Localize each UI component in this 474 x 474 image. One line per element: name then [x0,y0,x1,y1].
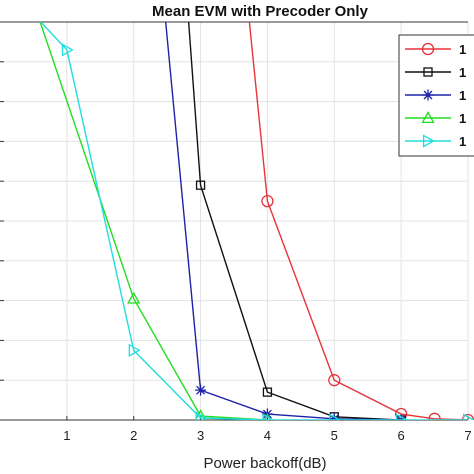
data-point [328,374,341,387]
data-point [428,412,441,420]
chart-title: Mean EVM with Precoder Only [152,3,369,20]
grid-lines [0,22,469,420]
series-line [39,22,268,420]
legend-entry: 1 [405,88,466,103]
legend: 1 1 1 1 1 [398,34,474,157]
x-tick-label: 7 [464,428,471,443]
data-point [421,42,435,56]
series-layer [39,22,474,420]
data-point [329,413,342,420]
data-point [396,413,408,420]
data-point [262,387,273,397]
legend-entry: 1 [405,42,466,57]
series-2 [187,22,406,420]
series-4 [39,22,272,420]
x-axis-label: Power backoff(dB) [203,455,326,472]
legend-entry: 1 [405,65,466,80]
series-line [164,22,402,420]
data-point [462,413,474,420]
data-point [195,384,207,396]
data-point [261,194,274,208]
x-tick-label: 3 [197,428,204,443]
legend-label: 1 [459,88,466,103]
legend-label: 1 [459,42,466,57]
data-point [421,111,435,124]
legend-label: 1 [459,111,466,126]
x-tick-label: 6 [398,428,405,443]
series-line [187,22,402,420]
x-tick-labels: 1 2 3 4 5 6 7 [63,428,471,443]
data-point [422,89,434,101]
legend-label: 1 [459,65,466,80]
x-tick-label: 4 [264,428,271,443]
data-point [423,67,433,77]
data-point [127,291,141,304]
legend-entry: 1 [405,134,466,149]
data-point [195,180,206,190]
x-tick-label: 2 [130,428,137,443]
data-point [128,343,141,357]
data-point [195,411,208,420]
data-point [422,134,435,148]
data-point [262,413,275,420]
x-tick-label: 1 [63,428,70,443]
x-tick-label: 5 [331,428,338,443]
data-point [61,43,74,57]
data-point [461,413,474,420]
legend-label: 1 [459,134,466,149]
series-5 [39,22,474,420]
legend-entry: 1 [405,111,466,126]
data-point [328,413,340,420]
series-line [39,22,468,420]
